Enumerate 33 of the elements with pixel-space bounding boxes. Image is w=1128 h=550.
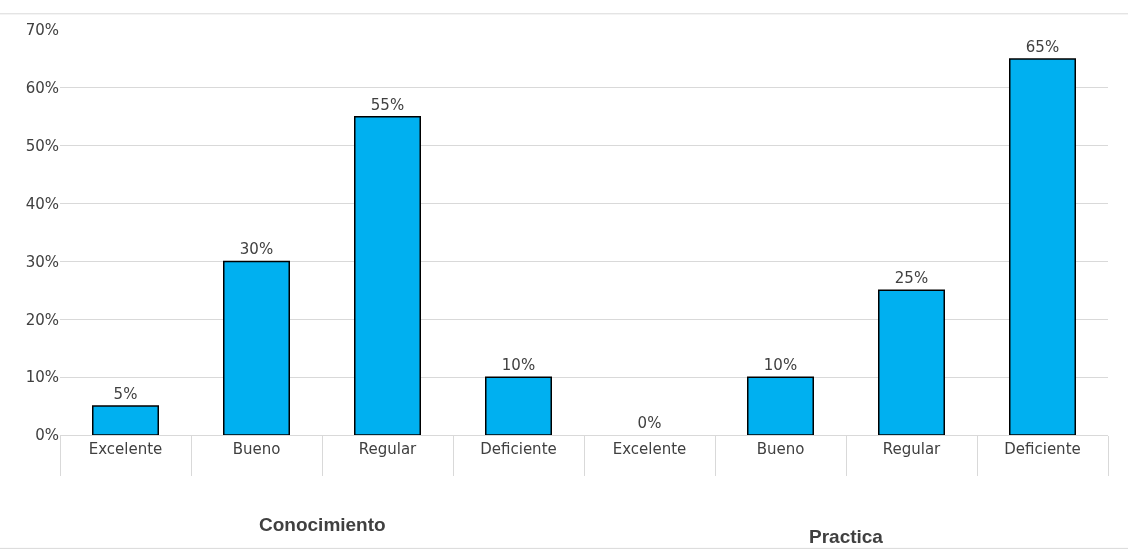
data-label: 65%	[1025, 37, 1060, 56]
data-label: 10%	[501, 356, 536, 375]
x-tick-label: Bueno	[756, 440, 805, 458]
y-tick-label: 30%	[25, 252, 59, 271]
bar	[223, 260, 290, 435]
bar	[878, 289, 945, 435]
x-tick-label: Regular	[358, 440, 418, 458]
data-label: 55%	[370, 95, 405, 114]
y-tick-label: 70%	[25, 21, 59, 40]
bar	[485, 376, 552, 435]
bar	[1009, 58, 1076, 435]
bar	[354, 116, 421, 435]
y-tick-label: 50%	[25, 136, 59, 155]
x-tick-label: Deficiente	[480, 440, 557, 458]
x-tick-label: Excelente	[88, 440, 163, 458]
y-tick-label: 10%	[25, 368, 59, 387]
text: Practica	[809, 526, 884, 547]
x-tick-label: Excelente	[612, 440, 687, 458]
text: Conocimiento	[259, 514, 386, 535]
x-tick-label: Regular	[882, 440, 942, 458]
y-tick-label: 20%	[25, 310, 59, 329]
y-tick-label: 60%	[25, 79, 59, 98]
bar	[747, 376, 814, 435]
data-label: 30%	[239, 240, 274, 259]
bar	[92, 405, 159, 435]
data-label: 25%	[894, 269, 929, 288]
y-tick-label: 40%	[25, 194, 59, 213]
data-label: 0%	[637, 414, 662, 432]
data-label: 10%	[763, 356, 798, 375]
x-tick-label: Bueno	[232, 440, 281, 458]
y-tick-label: 0%	[35, 426, 59, 445]
data-label: 5%	[113, 385, 138, 404]
x-tick-label: Deficiente	[1004, 440, 1081, 458]
